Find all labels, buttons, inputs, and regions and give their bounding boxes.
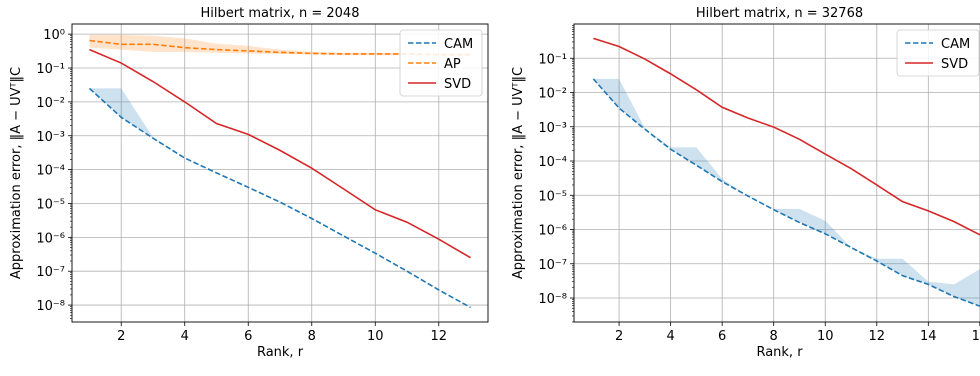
series-line-svd [593,37,980,236]
legend-label-cam: CAM [444,37,473,52]
y-tick-label: 10⁻⁶ [36,231,65,246]
legend-label-svd: SVD [444,77,471,92]
x-tick-label: 6 [718,329,726,344]
y-tick-label: 10⁻⁷ [538,258,567,273]
series-line-cam [592,78,980,307]
legend: CAM AP SVD [399,29,483,97]
x-tick-label: 12 [869,329,886,344]
band-ap [89,34,471,57]
y-tick-label: 10⁻⁵ [538,189,567,204]
y-tick-label: 10⁻⁴ [36,164,65,179]
y-tick-label: 10⁻² [36,96,65,111]
y-tick-label: 10⁻⁴ [538,155,567,170]
y-tick-label: 10⁻⁷ [36,265,65,280]
axes-frame [71,23,489,323]
legend-box [399,29,483,97]
x-tick-label: 16 [972,329,980,344]
legend: CAM SVD [896,29,980,77]
y-tick-label: 10⁻⁸ [36,299,65,314]
x-axis-label: Rank, r [756,345,803,360]
x-tick-label: 4 [181,329,189,344]
y-tick-label: 10⁻⁶ [538,224,567,239]
y-tick-label: 10⁻¹ [538,52,567,67]
plot-area [88,34,471,309]
x-tick-label: 2 [117,329,125,344]
x-axis-label: Rank, r [257,345,304,360]
chart-title: Hilbert matrix, n = 2048 [201,6,360,21]
legend-label-ap: AP [444,57,461,72]
chart-panel-left: 2 4 6 8 10 12 10⁻⁸ 10⁻⁷ 10⁻⁶ 10⁻⁵ 10⁻⁴ 10⁻³ 10⁻² 10⁻¹… [9,6,489,360]
x-tick-label: 2 [615,329,623,344]
y-tick-label: 10⁻¹ [36,62,65,77]
x-tick-label: 8 [770,329,778,344]
x-tick-label: 14 [920,329,937,344]
series-line-cam [88,87,471,309]
x-tick-label: 10 [817,329,834,344]
y-axis-label: Approximation error, ‖A − UVᵀ‖C [9,67,24,279]
x-tick-label: 6 [244,329,252,344]
y-tick-label: 10⁻³ [36,130,65,145]
x-tick-label: 10 [367,329,384,344]
x-tick-label: 12 [431,329,448,344]
y-tick-label: 10⁰ [43,28,65,43]
x-tick-label: 4 [666,329,674,344]
legend-label-cam: CAM [941,37,970,52]
y-tick-label: 10⁻³ [538,121,567,136]
plot-area [592,37,980,307]
band-cam [593,78,980,307]
band-cam [89,88,471,308]
x-tick-label: 8 [308,329,316,344]
chart-title: Hilbert matrix, n = 32768 [696,6,863,21]
y-axis-label: Approximation error, ‖A − UVᵀ‖C [511,67,526,279]
y-tick-label: 10⁻⁸ [538,292,567,307]
y-tick-label: 10⁻⁵ [36,197,65,212]
axes-frame [573,23,980,323]
y-tick-label: 10⁻² [538,87,567,102]
series-line-svd [89,48,471,259]
legend-label-svd: SVD [941,57,968,72]
chart-panel-right: 2 4 6 8 10 12 14 16 10⁻⁸ 10⁻⁷ 10⁻⁶ 10⁻⁵ 10⁻⁴ 10⁻³ 10⁻²… [511,6,980,360]
legend-box [896,29,980,77]
